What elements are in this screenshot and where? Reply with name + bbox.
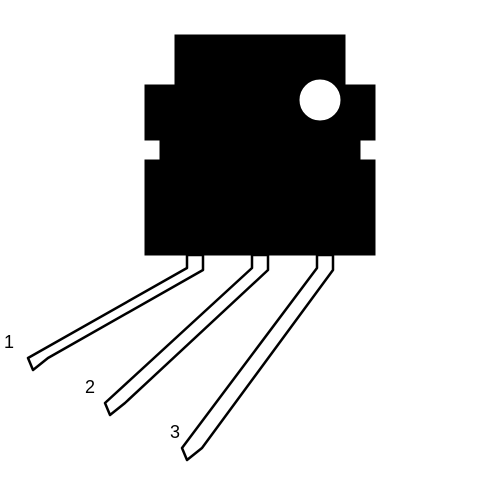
pin-3 (182, 255, 333, 460)
mounting-hole (298, 78, 342, 122)
pin-label-3: 3 (170, 422, 180, 443)
package-svg (0, 0, 500, 500)
component-diagram: 1 2 3 (0, 0, 500, 500)
package-body (145, 35, 375, 255)
pin-label-1: 1 (4, 332, 14, 353)
pin-label-2: 2 (85, 377, 95, 398)
pins-group (28, 255, 333, 460)
